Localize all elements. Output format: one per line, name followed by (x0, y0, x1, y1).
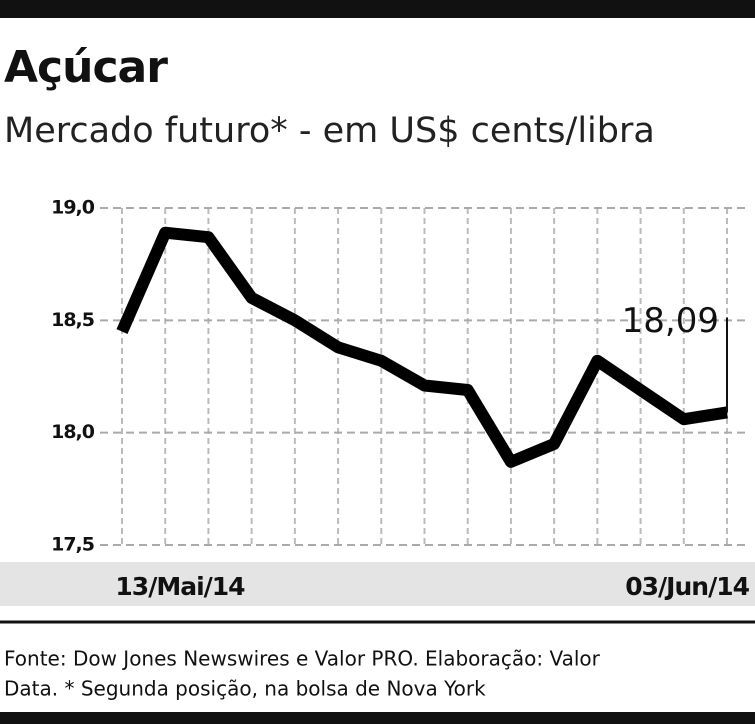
chart-subtitle: Mercado futuro* - em US$ cents/libra (4, 111, 655, 151)
top-bar (0, 0, 755, 18)
chart-title: Açúcar (4, 42, 168, 93)
source-line: Data. * Segunda posição, na bolsa de Nov… (4, 677, 486, 701)
source-line: Fonte: Dow Jones Newswires e Valor PRO. … (4, 647, 601, 671)
y-tick-label: 17,5 (51, 534, 94, 556)
x-axis-band (0, 562, 755, 606)
data-line (116, 226, 728, 468)
x-tick-label: 03/Jun/14 (625, 572, 749, 601)
y-tick-label: 18,0 (51, 421, 95, 443)
y-tick-label: 19,0 (51, 197, 95, 219)
bottom-bar (0, 712, 755, 724)
y-tick-label: 18,5 (51, 309, 94, 331)
x-tick-label: 13/Mai/14 (115, 572, 245, 601)
value-label: 18,09 (622, 301, 719, 341)
